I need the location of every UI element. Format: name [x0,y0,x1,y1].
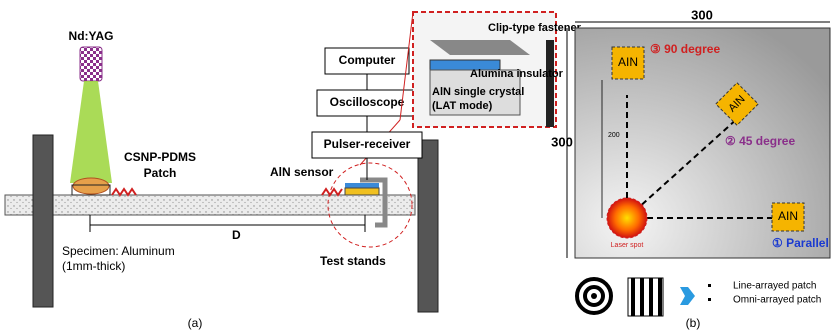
caption: (a) [188,316,203,330]
laser-spot [606,197,648,239]
stand-right [417,139,439,313]
patch [72,177,110,195]
label: AIN [778,209,798,223]
stand-left [32,134,54,308]
label: CSNP-PDMS [124,150,196,164]
omni-icon [575,277,613,315]
label: AlN single crystal [432,86,524,98]
wave [321,187,343,197]
label: Alumina insulator [470,68,564,80]
label: Patch [144,166,177,180]
sensor-box [715,82,759,126]
instrument-box [324,47,410,75]
arrow [680,287,695,305]
line-stripes [631,278,662,316]
instrument-box [311,131,423,159]
label: Computer [339,53,396,67]
label: ① Parallel [772,236,829,250]
label: Pulser-receiver [324,137,411,151]
sensor-box [611,46,645,80]
label: ② 45 degree [725,134,795,148]
laser-beam [70,81,112,183]
label: ③ 90 degree [650,42,720,56]
label: Test stands [320,254,386,268]
insulator-block [429,69,521,116]
label: Clip-type fastener [488,22,582,34]
label: (1mm-thick) [62,259,125,273]
wire [546,40,554,127]
label: (LAT mode) [432,100,493,112]
label: AlN sensor [270,165,334,179]
label: Laser spot [611,242,644,249]
label: 200 [608,132,620,139]
sensor [345,183,379,188]
label: Specimen: Aluminum [62,244,175,258]
bullet [708,284,711,287]
paths [626,95,775,219]
sensor-base [344,187,380,196]
label: AIN [618,55,638,69]
label: Nd:YAG [69,29,114,43]
laser-head [79,46,103,82]
label: D [232,228,241,242]
patch-frame [71,184,111,196]
clip [360,177,388,228]
wave [111,187,137,197]
fastener [430,40,530,55]
zoom-circle [327,162,413,248]
label: Omni-arrayed patch [733,295,821,306]
label: Line-arrayed patch [733,281,816,292]
label: 300 [551,134,573,149]
specimen-beam [4,194,416,216]
caption: (b) [686,316,701,330]
label: 300 [691,7,713,22]
label: Oscilloscope [330,95,405,109]
sensor-box [771,202,805,232]
omni-center [591,293,597,299]
bullet [708,298,711,301]
leader [399,11,414,121]
